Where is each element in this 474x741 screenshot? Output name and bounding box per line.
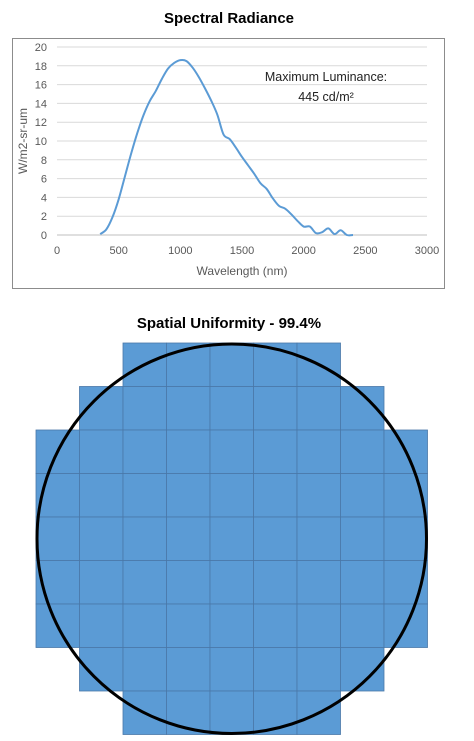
- spectral-radiance-series-line: [99, 58, 354, 237]
- uniformity-cell: [340, 473, 385, 518]
- uniformity-cell: [122, 560, 167, 605]
- uniformity-cell: [166, 516, 211, 561]
- uniformity-cell: [340, 603, 385, 648]
- uniformity-cell: [209, 647, 254, 692]
- uniformity-chart-title: Spatial Uniformity - 99.4%: [136, 315, 322, 332]
- uniformity-cell: [383, 516, 428, 561]
- y-tick-label: 16: [35, 80, 47, 92]
- uniformity-cell: [122, 429, 167, 474]
- uniformity-cell: [166, 560, 211, 605]
- y-tick-label: 8: [41, 155, 47, 167]
- uniformity-cell: [35, 603, 80, 648]
- x-tick-label: 500: [109, 245, 127, 257]
- uniformity-cell: [166, 429, 211, 474]
- uniformity-cell: [166, 647, 211, 692]
- y-tick-label: 20: [35, 42, 47, 54]
- uniformity-cell: [340, 560, 385, 605]
- uniformity-cell: [79, 473, 124, 518]
- uniformity-cell: [296, 560, 341, 605]
- uniformity-cell: [122, 386, 167, 431]
- uniformity-cell: [209, 429, 254, 474]
- x-tick-label: 2000: [291, 245, 315, 257]
- uniformity-cell: [79, 560, 124, 605]
- uniformity-cell: [253, 603, 298, 648]
- uniformity-cell: [209, 473, 254, 518]
- uniformity-cell: [209, 690, 254, 735]
- spectral-chart-title: Spectral Radiance: [163, 10, 295, 27]
- y-tick-label: 10: [35, 136, 47, 148]
- uniformity-cell: [253, 560, 298, 605]
- uniformity-cell: [122, 603, 167, 648]
- spectral-chart-frame: [12, 38, 445, 289]
- x-tick-label: 2500: [353, 245, 377, 257]
- x-tick-label: 1500: [230, 245, 254, 257]
- uniformity-cell: [209, 516, 254, 561]
- aperture-circle: [35, 342, 428, 735]
- uniformity-cell: [253, 429, 298, 474]
- uniformity-cell: [209, 386, 254, 431]
- uniformity-cell: [166, 386, 211, 431]
- x-axis-label: Wavelength (nm): [197, 264, 288, 278]
- uniformity-cell: [79, 603, 124, 648]
- y-tick-label: 12: [35, 117, 47, 129]
- uniformity-cell: [209, 342, 254, 387]
- y-axis-label: W/m2-sr-um: [16, 108, 30, 174]
- y-tick-label: 14: [35, 98, 47, 110]
- uniformity-cell: [166, 473, 211, 518]
- uniformity-cell: [296, 516, 341, 561]
- uniformity-cell: [166, 603, 211, 648]
- uniformity-cell: [209, 603, 254, 648]
- uniformity-cell: [296, 386, 341, 431]
- uniformity-cell: [296, 603, 341, 648]
- uniformity-cell: [296, 473, 341, 518]
- x-tick-label: 1000: [168, 245, 192, 257]
- y-tick-label: 0: [41, 230, 47, 242]
- uniformity-cell: [340, 516, 385, 561]
- uniformity-cell: [253, 647, 298, 692]
- uniformity-cell: [122, 516, 167, 561]
- y-tick-label: 6: [41, 174, 47, 186]
- uniformity-cell: [340, 429, 385, 474]
- uniformity-cell: [253, 473, 298, 518]
- uniformity-cell: [79, 429, 124, 474]
- uniformity-cell: [296, 647, 341, 692]
- x-tick-label: 3000: [415, 245, 439, 257]
- y-tick-label: 4: [41, 192, 47, 204]
- uniformity-cell: [122, 473, 167, 518]
- uniformity-cell: [253, 386, 298, 431]
- uniformity-cell: [253, 516, 298, 561]
- max-luminance-value: 445 cd/m²: [298, 90, 354, 104]
- uniformity-cell: [35, 516, 80, 561]
- spectral-radiance-chart: 0 2 4 6 8 10 12 14 16 18 20 0 500 1000 1500 2000 2500 300…: [16, 42, 439, 278]
- uniformity-cell: [122, 647, 167, 692]
- x-tick-label: 0: [54, 245, 60, 257]
- y-tick-label: 18: [35, 61, 47, 73]
- max-luminance-label: Maximum Luminance:: [265, 70, 387, 84]
- uniformity-cell: [79, 516, 124, 561]
- uniformity-cell: [296, 429, 341, 474]
- y-tick-label: 2: [41, 211, 47, 223]
- uniformity-cell: [209, 560, 254, 605]
